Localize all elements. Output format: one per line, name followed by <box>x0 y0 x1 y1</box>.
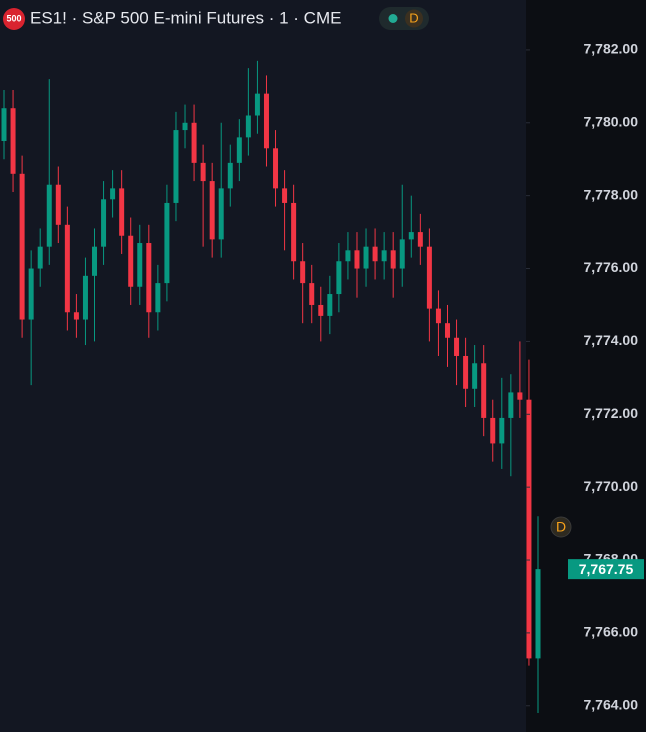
candles <box>1 60 541 714</box>
plot-background <box>0 0 526 732</box>
candle-body <box>218 188 224 240</box>
candle-body <box>381 250 387 262</box>
header-badge-bg <box>405 9 423 28</box>
y-tick-label: 7,776.00 <box>584 259 639 275</box>
candle-body <box>463 355 469 389</box>
candle-body <box>444 323 450 338</box>
candle-body <box>263 93 269 149</box>
candle-body <box>28 268 34 320</box>
candle-body <box>101 199 107 247</box>
candle-body <box>73 312 79 320</box>
symbol-badge: 500 <box>6 13 21 23</box>
candle-body <box>291 202 297 262</box>
candle-body <box>82 275 88 320</box>
candle-body <box>408 232 414 240</box>
candle-body <box>209 181 215 240</box>
y-tick-label: 7,766.00 <box>584 624 639 640</box>
candle-body <box>472 363 478 389</box>
y-tick-label: 7,764.00 <box>584 696 639 712</box>
candle-body <box>227 162 233 189</box>
candle-body <box>10 108 16 174</box>
last-price-label: 7,767.75 <box>579 561 634 577</box>
candle-body <box>46 184 52 247</box>
y-tick-label: 7,774.00 <box>584 332 639 348</box>
candle-body <box>300 261 306 284</box>
candle-body <box>182 122 188 131</box>
candle-body <box>417 232 423 247</box>
last-price-tag <box>568 559 644 580</box>
y-tick-label: 7,770.00 <box>584 478 639 494</box>
candle-body <box>191 122 197 163</box>
candle-body <box>309 283 315 305</box>
candle-body <box>517 392 523 400</box>
y-tick-label: 7,782.00 <box>584 41 639 57</box>
candle-body <box>318 304 324 316</box>
candle-body <box>64 224 70 313</box>
candle-body <box>245 115 251 138</box>
candle-body <box>354 250 360 269</box>
candle-body <box>173 130 179 203</box>
y-tick-label: 7,778.00 <box>584 186 639 202</box>
candle-body <box>236 137 242 163</box>
candle-body <box>110 188 116 200</box>
candle-body <box>327 294 333 316</box>
candle-body <box>119 188 125 236</box>
y-tick-label: 7,772.00 <box>584 405 639 421</box>
candle-body <box>92 246 98 276</box>
candle-body <box>19 173 25 320</box>
candle-body <box>363 246 369 269</box>
candle-body <box>200 162 206 182</box>
candle-body <box>273 148 279 189</box>
candle-body <box>55 184 61 225</box>
candle-body <box>454 337 460 356</box>
candle-body <box>390 250 396 269</box>
candle-body <box>399 239 405 269</box>
candle-body <box>164 202 170 284</box>
candle-body <box>146 243 152 313</box>
candle-body <box>372 246 378 262</box>
candle-body <box>490 417 496 444</box>
candle-body <box>37 246 43 269</box>
event-marker-bg[interactable] <box>550 516 572 538</box>
candle-body <box>535 569 541 659</box>
candle-body <box>426 246 432 309</box>
header-badge: D <box>409 10 418 25</box>
price-axis: 7,764.007,766.007,768.007,770.007,772.00… <box>526 41 644 712</box>
candle-body <box>254 93 260 116</box>
candle-body <box>526 399 532 659</box>
candle-body <box>155 283 161 313</box>
candle-body <box>137 243 143 287</box>
candle-body <box>282 188 288 203</box>
chart-title: ES1! · S&P 500 E-mini Futures · 1 · CME <box>30 8 341 27</box>
y-tick-label: 7,780.00 <box>584 113 639 129</box>
candle-body <box>1 108 7 142</box>
symbol-icon <box>3 8 25 30</box>
price-axis-background <box>526 0 646 732</box>
candle-body <box>499 417 505 444</box>
candle-body <box>336 261 342 295</box>
candle-body <box>435 308 441 324</box>
candle-body <box>481 363 487 418</box>
candle-body <box>128 235 134 287</box>
event-marker: D <box>556 519 566 535</box>
candle-body <box>345 250 351 262</box>
status-dot <box>388 14 398 23</box>
candle-body <box>508 392 514 418</box>
